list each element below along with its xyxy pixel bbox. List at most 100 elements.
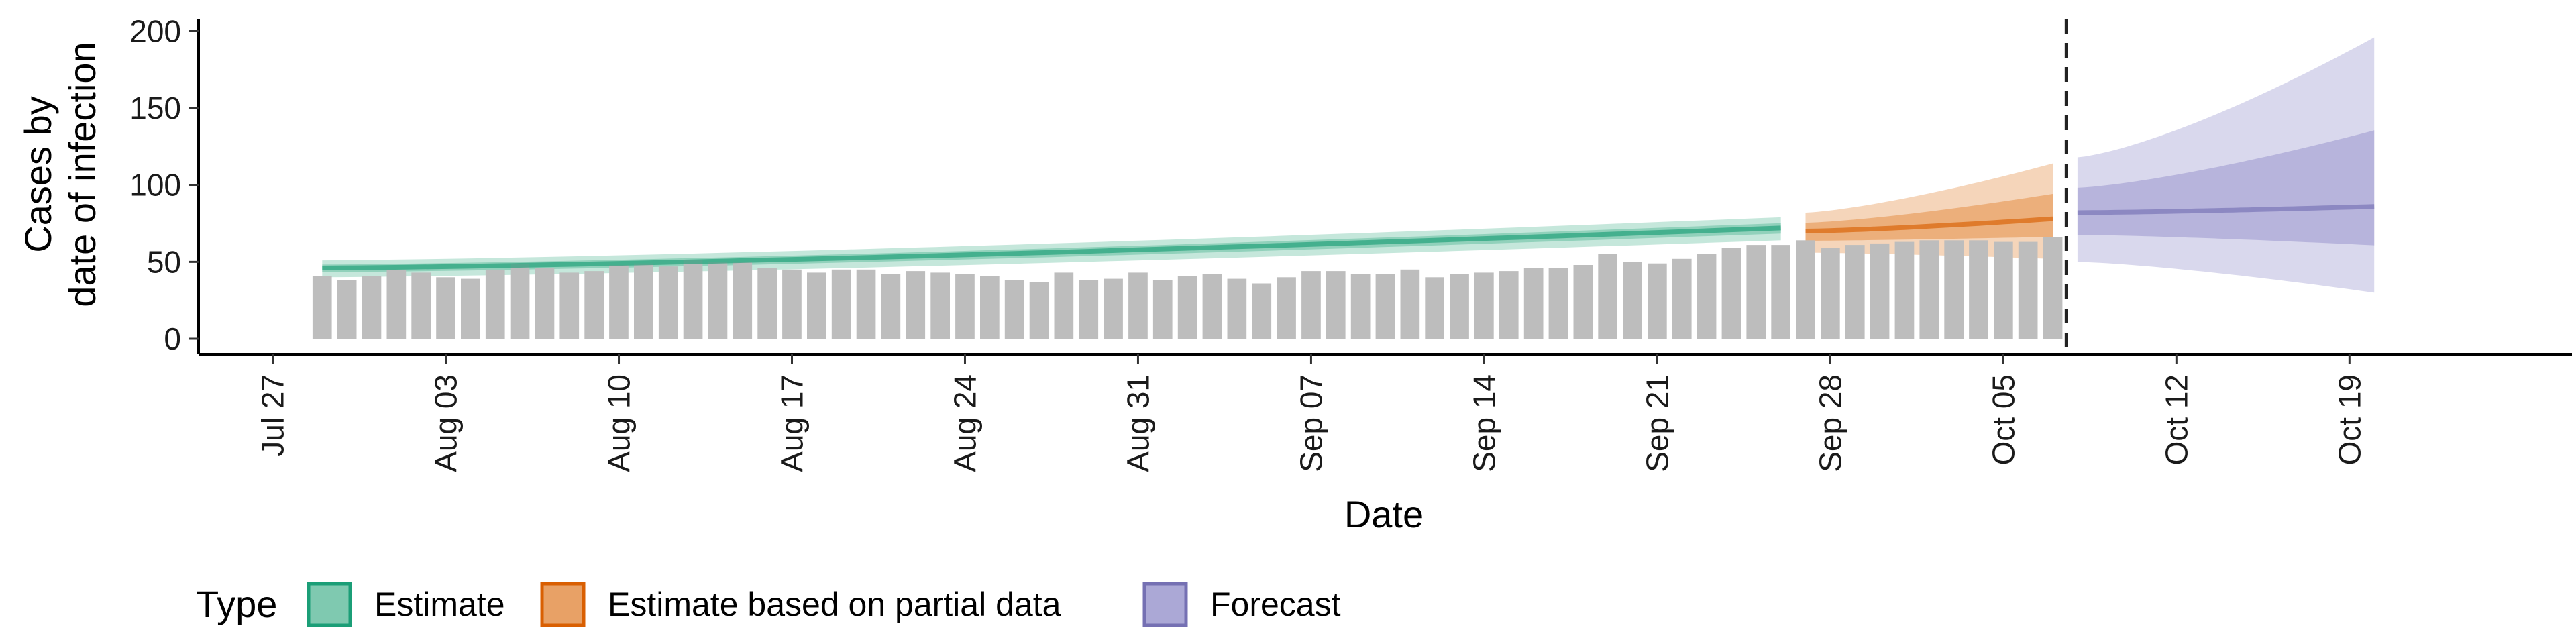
bar <box>955 274 975 339</box>
bar <box>2018 241 2038 339</box>
bar <box>1721 248 1741 339</box>
bar <box>436 277 455 339</box>
bar <box>1128 272 1148 339</box>
bar <box>1004 280 1024 339</box>
bar <box>1969 240 1988 339</box>
bar <box>559 272 580 339</box>
bar <box>1499 271 1519 339</box>
y-tick-label: 50 <box>147 244 181 279</box>
bar <box>1771 245 1790 339</box>
x-tick-label: Oct 12 <box>2159 374 2194 466</box>
bar <box>1573 265 1593 339</box>
bar <box>1079 280 1099 339</box>
bar <box>1623 262 1642 339</box>
bar <box>337 280 357 339</box>
bar <box>485 269 505 339</box>
x-tick-label: Aug 31 <box>1121 374 1156 472</box>
y-axis-title-line-2: date of infection <box>61 42 103 307</box>
bar <box>906 271 926 339</box>
bar <box>1350 274 1371 339</box>
bar <box>683 260 703 339</box>
axes-layer: 0 50 100 150 200 Jul 27 Aug 03 Aug 10 Aug 17 Aug … <box>129 13 2572 472</box>
bar <box>1450 274 1469 339</box>
bar <box>535 268 555 339</box>
bar <box>2043 237 2063 339</box>
bar <box>634 263 653 339</box>
bar <box>831 269 851 339</box>
bar <box>708 262 728 339</box>
bar <box>1202 274 1222 339</box>
bar <box>807 272 826 339</box>
median-line-1 <box>1805 216 2053 233</box>
legend-swatch <box>540 582 586 627</box>
bar <box>1845 245 1865 339</box>
bar <box>1301 271 1321 339</box>
bar <box>362 276 382 339</box>
x-tick-label: Oct 05 <box>1986 374 2021 466</box>
y-tick-label: 0 <box>164 321 181 356</box>
bar <box>1746 245 1766 339</box>
bar <box>1648 263 1667 339</box>
bar <box>881 274 901 339</box>
bar <box>856 269 876 339</box>
bar <box>1598 254 1617 339</box>
bar <box>386 269 407 339</box>
median-line-0 <box>322 225 1781 270</box>
bar <box>757 268 777 339</box>
legend-title: Type <box>196 583 277 625</box>
legend-label: Estimate <box>374 586 505 623</box>
legend-swatch <box>307 582 352 627</box>
bar <box>1152 280 1173 339</box>
x-tick-label: Sep 14 <box>1466 374 1501 472</box>
x-tick-label: Aug 10 <box>602 374 637 472</box>
y-tick-label: 150 <box>129 91 181 125</box>
legend-label: Forecast <box>1210 586 1341 623</box>
y-tick-label: 100 <box>129 168 181 203</box>
bar <box>609 265 629 339</box>
y-axis-title-line-1: Cases by <box>17 96 59 252</box>
bar <box>1994 241 2013 339</box>
bar <box>1919 240 1939 339</box>
bar <box>1894 241 1915 339</box>
bar <box>1697 254 1717 339</box>
x-tick-label: Aug 24 <box>948 374 983 472</box>
x-tick-label: Sep 28 <box>1813 374 1847 472</box>
x-axis-title: Date <box>1344 493 1424 535</box>
x-tick-label: Sep 07 <box>1293 374 1328 472</box>
bar <box>1870 243 1890 339</box>
y-tick-label: 200 <box>129 13 181 48</box>
x-tick-label: Aug 03 <box>429 374 464 472</box>
bar <box>1177 276 1197 339</box>
bar <box>461 278 480 339</box>
bar <box>1029 282 1049 339</box>
bar <box>980 276 1000 339</box>
labels-layer: Date Cases by date of infection <box>17 42 1424 535</box>
x-tick-label: Sep 21 <box>1640 374 1674 472</box>
bar <box>1227 278 1247 339</box>
bar <box>1425 277 1444 339</box>
bar <box>1944 240 1964 339</box>
legend-label: Estimate based on partial data <box>608 586 1061 623</box>
legend: Type Estimate Estimate based on partial d… <box>196 582 1341 627</box>
bar <box>1326 271 1346 339</box>
x-tick-label: Oct 19 <box>2332 374 2367 466</box>
bar <box>658 266 678 339</box>
bar <box>1252 283 1272 339</box>
bars-layer <box>312 237 2063 339</box>
bar <box>510 263 530 339</box>
bar <box>1054 272 1074 339</box>
bar <box>1672 258 1692 339</box>
bar <box>1375 274 1395 339</box>
bar <box>1821 248 1840 339</box>
bar <box>1277 277 1296 339</box>
legend-swatch <box>1142 582 1188 627</box>
bar <box>1523 268 1544 339</box>
bar <box>1796 240 1815 339</box>
bar <box>312 276 332 339</box>
bar <box>411 272 431 339</box>
band-50-2 <box>2077 130 2375 246</box>
x-tick-label: Jul 27 <box>256 374 290 457</box>
x-tick-label: Aug 17 <box>775 374 810 472</box>
